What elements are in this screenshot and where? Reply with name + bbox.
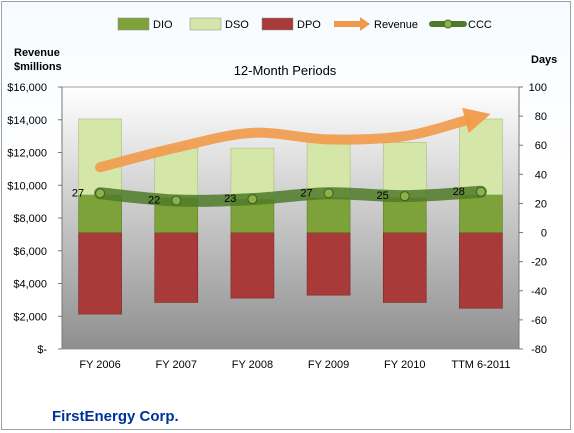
revenue-arrowhead — [462, 107, 491, 134]
legend-label: DSO — [225, 19, 249, 31]
ccc-data-label: 23 — [224, 193, 236, 205]
legend-swatch-dio — [117, 17, 150, 31]
right-axis-tick-label: -40 — [531, 286, 547, 298]
left-axis-tick-label: $- — [37, 344, 47, 356]
left-axis-tick-label: $2,000 — [13, 311, 47, 323]
left-axis-title: Revenue — [14, 47, 60, 59]
legend-label: Revenue — [374, 19, 418, 31]
bar-dpo — [154, 232, 199, 303]
left-axis-tick-label: $6,000 — [13, 246, 47, 258]
left-axis-tick-label: $8,000 — [13, 213, 47, 225]
legend-arrowhead — [360, 17, 370, 31]
left-axis-tick-label: $10,000 — [7, 180, 47, 192]
x-axis-tick-label: FY 2007 — [156, 359, 197, 371]
right-axis-title: Days — [531, 54, 557, 66]
x-axis-tick-label: FY 2010 — [384, 359, 425, 371]
x-axis-tick-label: FY 2006 — [79, 359, 120, 371]
right-axis-tick-label: -80 — [531, 344, 547, 356]
left-axis-tick-label: $16,000 — [7, 82, 47, 94]
ccc-point — [247, 194, 258, 205]
left-axis-title: $millions — [14, 61, 62, 73]
bar-dpo — [78, 232, 122, 315]
company-name: FirstEnergy Corp. — [52, 408, 179, 425]
bar-dio — [459, 194, 503, 233]
ccc-line — [94, 185, 487, 207]
ccc-point — [323, 188, 334, 199]
right-axis-tick-label: 80 — [535, 111, 547, 123]
right-axis-tick-label: 20 — [535, 198, 547, 210]
legend-swatch-dpo — [261, 17, 294, 31]
legend-label: DIO — [153, 19, 173, 31]
ccc-data-label: 28 — [453, 186, 465, 198]
right-axis-tick-label: -20 — [531, 257, 547, 269]
right-axis-tick-label: -60 — [531, 315, 547, 327]
legend-label: CCC — [468, 19, 492, 31]
right-axis-tick-label: 100 — [529, 82, 547, 94]
ccc-point — [475, 186, 486, 197]
bar-dpo — [382, 232, 427, 303]
x-axis-tick-label: FY 2009 — [308, 359, 349, 371]
ccc-data-label: 22 — [148, 195, 160, 207]
legend-label: DPO — [297, 19, 321, 31]
ccc-data-label: 25 — [377, 190, 389, 202]
revenue-line — [95, 115, 471, 173]
bar-dso — [382, 142, 427, 198]
bar-dio — [382, 197, 427, 233]
right-axis-tick-label: 60 — [535, 140, 547, 152]
bar-dpo — [459, 232, 503, 309]
left-axis-tick-label: $4,000 — [13, 279, 47, 291]
ccc-point — [399, 191, 410, 202]
x-axis-tick-label: FY 2008 — [232, 359, 273, 371]
left-axis-tick-label: $14,000 — [7, 115, 47, 127]
bar-dio — [306, 197, 351, 233]
legend-marker — [443, 19, 453, 29]
legend-swatch-dso — [189, 17, 222, 31]
bar-dso — [230, 147, 275, 200]
right-axis-tick-label: 0 — [541, 228, 547, 240]
x-axis-tick-label: TTM 6-2011 — [451, 359, 510, 371]
bar-dso — [154, 147, 199, 198]
ccc-data-label: 27 — [72, 187, 84, 199]
bar-dpo — [230, 232, 275, 299]
bar-dso — [459, 118, 503, 196]
bar-dpo — [306, 232, 351, 296]
ccc-data-label: 27 — [300, 187, 312, 199]
left-axis-tick-label: $12,000 — [7, 148, 47, 160]
ccc-point — [95, 188, 106, 199]
chart-title: 12-Month Periods — [234, 63, 337, 78]
ccc-point — [171, 195, 182, 206]
bar-dso — [78, 118, 122, 196]
right-axis-tick-label: 40 — [535, 169, 547, 181]
